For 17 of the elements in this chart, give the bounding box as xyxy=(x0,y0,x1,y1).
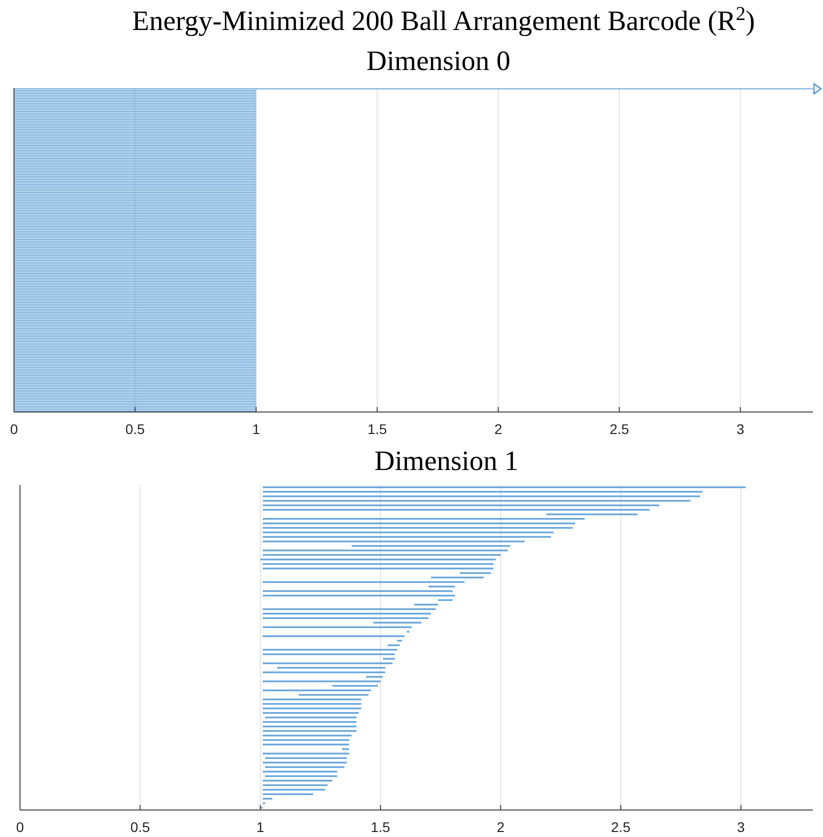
chart-title: Energy-Minimized 200 Ball Arrangement Barcode (R$^{2}$) xyxy=(132,4,755,37)
x-tick-label: 1.5 xyxy=(370,819,390,835)
x-tick-label: 1.5 xyxy=(367,421,388,437)
x-tick-label: 3 xyxy=(736,421,744,437)
x-tick-label: 1 xyxy=(256,819,264,835)
x-tick-label: 2.5 xyxy=(611,819,631,835)
chart-title: Dimension 1 xyxy=(374,446,518,477)
x-tick-label: 2 xyxy=(496,819,505,835)
x-tick-label: 0.5 xyxy=(130,819,150,835)
x-tick-label: 0 xyxy=(10,421,18,437)
x-tick-label: 0.5 xyxy=(125,421,145,437)
x-tick-label: 2.5 xyxy=(610,421,630,437)
x-tick-label: 2 xyxy=(494,421,502,437)
x-tick-label: 0 xyxy=(16,819,24,835)
x-tick-label: 1 xyxy=(252,421,260,437)
x-tick-label: 3 xyxy=(737,819,746,835)
chart-subtitle: Dimension 0 xyxy=(366,46,510,77)
